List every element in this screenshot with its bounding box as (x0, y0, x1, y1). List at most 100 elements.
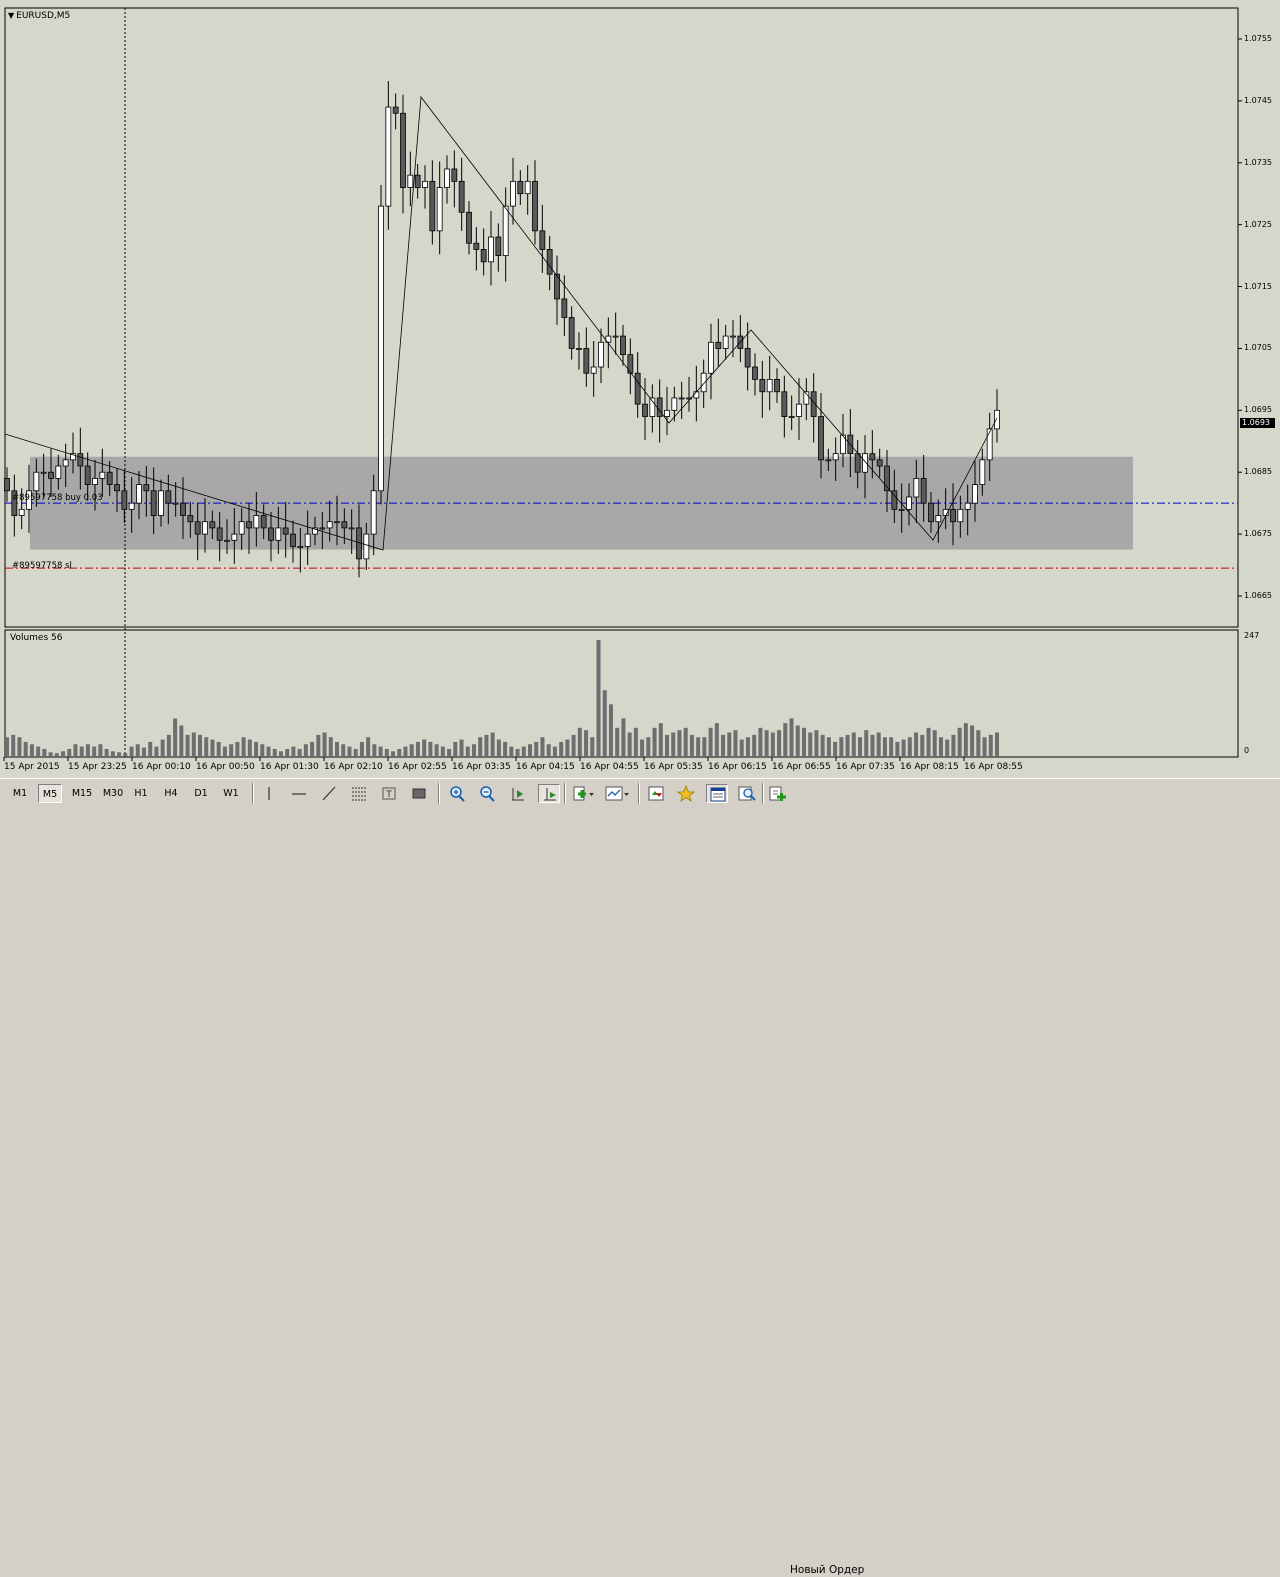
volume-bar (789, 718, 794, 756)
chart-canvas[interactable] (0, 0, 1280, 778)
time-axis-tick: 16 Apr 02:55 (388, 762, 447, 772)
candle-body (583, 348, 590, 374)
timeframe-button-h1[interactable]: H1 (134, 788, 148, 799)
volume-bar (633, 727, 638, 756)
volume-bar (447, 748, 452, 756)
candle-body (671, 397, 678, 411)
volume-bar (11, 734, 16, 756)
time-axis-tick: 16 Apr 08:15 (900, 762, 959, 772)
volume-bar (814, 730, 819, 756)
candle-body (744, 348, 751, 368)
volume-bar (322, 732, 327, 756)
vertical-line-tool-icon[interactable] (258, 784, 280, 803)
volume-bar (658, 723, 663, 756)
volume-bar (266, 746, 271, 756)
candle-body (77, 453, 84, 467)
volume-bar (577, 727, 582, 756)
new-order-button[interactable] (767, 784, 863, 803)
timeframe-button-h4[interactable]: H4 (164, 788, 178, 799)
candle-body (979, 459, 986, 486)
timeframe-button-d1[interactable]: D1 (194, 788, 208, 799)
periodicity-icon[interactable] (603, 784, 631, 803)
timeframe-button-w1[interactable]: W1 (223, 788, 239, 799)
indicators-list-icon[interactable] (570, 784, 596, 803)
volume-bar (198, 734, 203, 756)
text-tool-icon[interactable]: T (378, 784, 400, 803)
volume-bar (615, 727, 620, 756)
candle-body (678, 397, 685, 400)
candle-body (238, 521, 245, 535)
volume-bar (652, 727, 657, 756)
svg-text:T: T (385, 790, 392, 800)
volume-bar (179, 725, 184, 756)
candle-body (884, 465, 890, 492)
timeframe-button-m15[interactable]: M15 (71, 788, 93, 799)
candle-body (282, 527, 289, 535)
time-axis-tick: 16 Apr 06:15 (708, 762, 767, 772)
candle-body (202, 521, 208, 535)
volume-bar (378, 746, 383, 756)
candle-body (165, 490, 172, 504)
volume-bar (957, 727, 962, 756)
timeframe-button-m30[interactable]: M30 (102, 788, 124, 799)
candle-body (26, 490, 32, 510)
time-axis-tick: 16 Apr 06:55 (772, 762, 831, 772)
volume-bar (677, 730, 682, 756)
volume-bar (384, 748, 389, 756)
candle-body (231, 533, 238, 541)
volume-bar (970, 725, 975, 756)
zoom-in-icon[interactable] (446, 784, 468, 803)
volume-bar (135, 744, 140, 756)
volume-bar (646, 737, 651, 756)
toolbar-separator (564, 783, 566, 804)
fibonacci-tool-icon[interactable] (348, 784, 370, 803)
volume-bar (471, 744, 476, 756)
volume-bar (907, 737, 912, 756)
candle-body (473, 242, 480, 250)
symbol-label[interactable]: ▼ EURUSD,M5 (8, 10, 70, 22)
volume-bar (839, 737, 844, 756)
trendline-tool-icon[interactable] (318, 784, 340, 803)
volume-bar (602, 690, 607, 756)
strategy-tester-icon[interactable] (736, 784, 758, 803)
toolbar-separator (252, 783, 254, 804)
market-watch-icon[interactable] (645, 784, 667, 803)
candle-body (268, 527, 274, 541)
volume-bar (521, 746, 526, 756)
volume-bar (272, 748, 277, 756)
volume-bar (801, 727, 806, 756)
volume-bar (403, 746, 408, 756)
chart-shift-icon[interactable] (507, 784, 529, 803)
candle-body (194, 521, 201, 535)
volume-bar (876, 732, 881, 756)
candle-body (224, 539, 230, 542)
volume-bar (914, 732, 919, 756)
autoscroll-icon[interactable] (538, 784, 560, 803)
candle-body (253, 515, 260, 529)
volume-bar (640, 739, 645, 756)
price-axis-tick: 1.0735 (1244, 157, 1272, 167)
volume-bar (48, 752, 53, 756)
collapse-triangle-icon[interactable]: ▼ (8, 11, 15, 20)
candle-body (422, 180, 428, 188)
volume-bar (316, 734, 321, 756)
candle-body (341, 521, 348, 529)
volume-bar (758, 727, 763, 756)
navigator-icon[interactable] (675, 784, 697, 803)
terminal-icon[interactable] (706, 784, 728, 803)
candle-body (994, 409, 1000, 430)
volume-axis-max: 247 (1244, 631, 1260, 640)
candle-body (363, 533, 370, 560)
horizontal-line-tool-icon[interactable] (288, 784, 310, 803)
volume-bar (571, 734, 576, 756)
timeframe-button-m5[interactable]: M5 (38, 784, 62, 803)
volume-bar (260, 744, 265, 756)
volume-bar (926, 727, 931, 756)
candle-body (546, 249, 553, 275)
zoom-out-icon[interactable] (476, 784, 498, 803)
timeframe-button-m1[interactable]: M1 (12, 788, 28, 799)
volume-bar (166, 734, 171, 756)
candle-body (297, 546, 304, 548)
time-axis-tick: 16 Apr 02:10 (324, 762, 383, 772)
rectangle-tool-icon[interactable] (408, 784, 430, 803)
